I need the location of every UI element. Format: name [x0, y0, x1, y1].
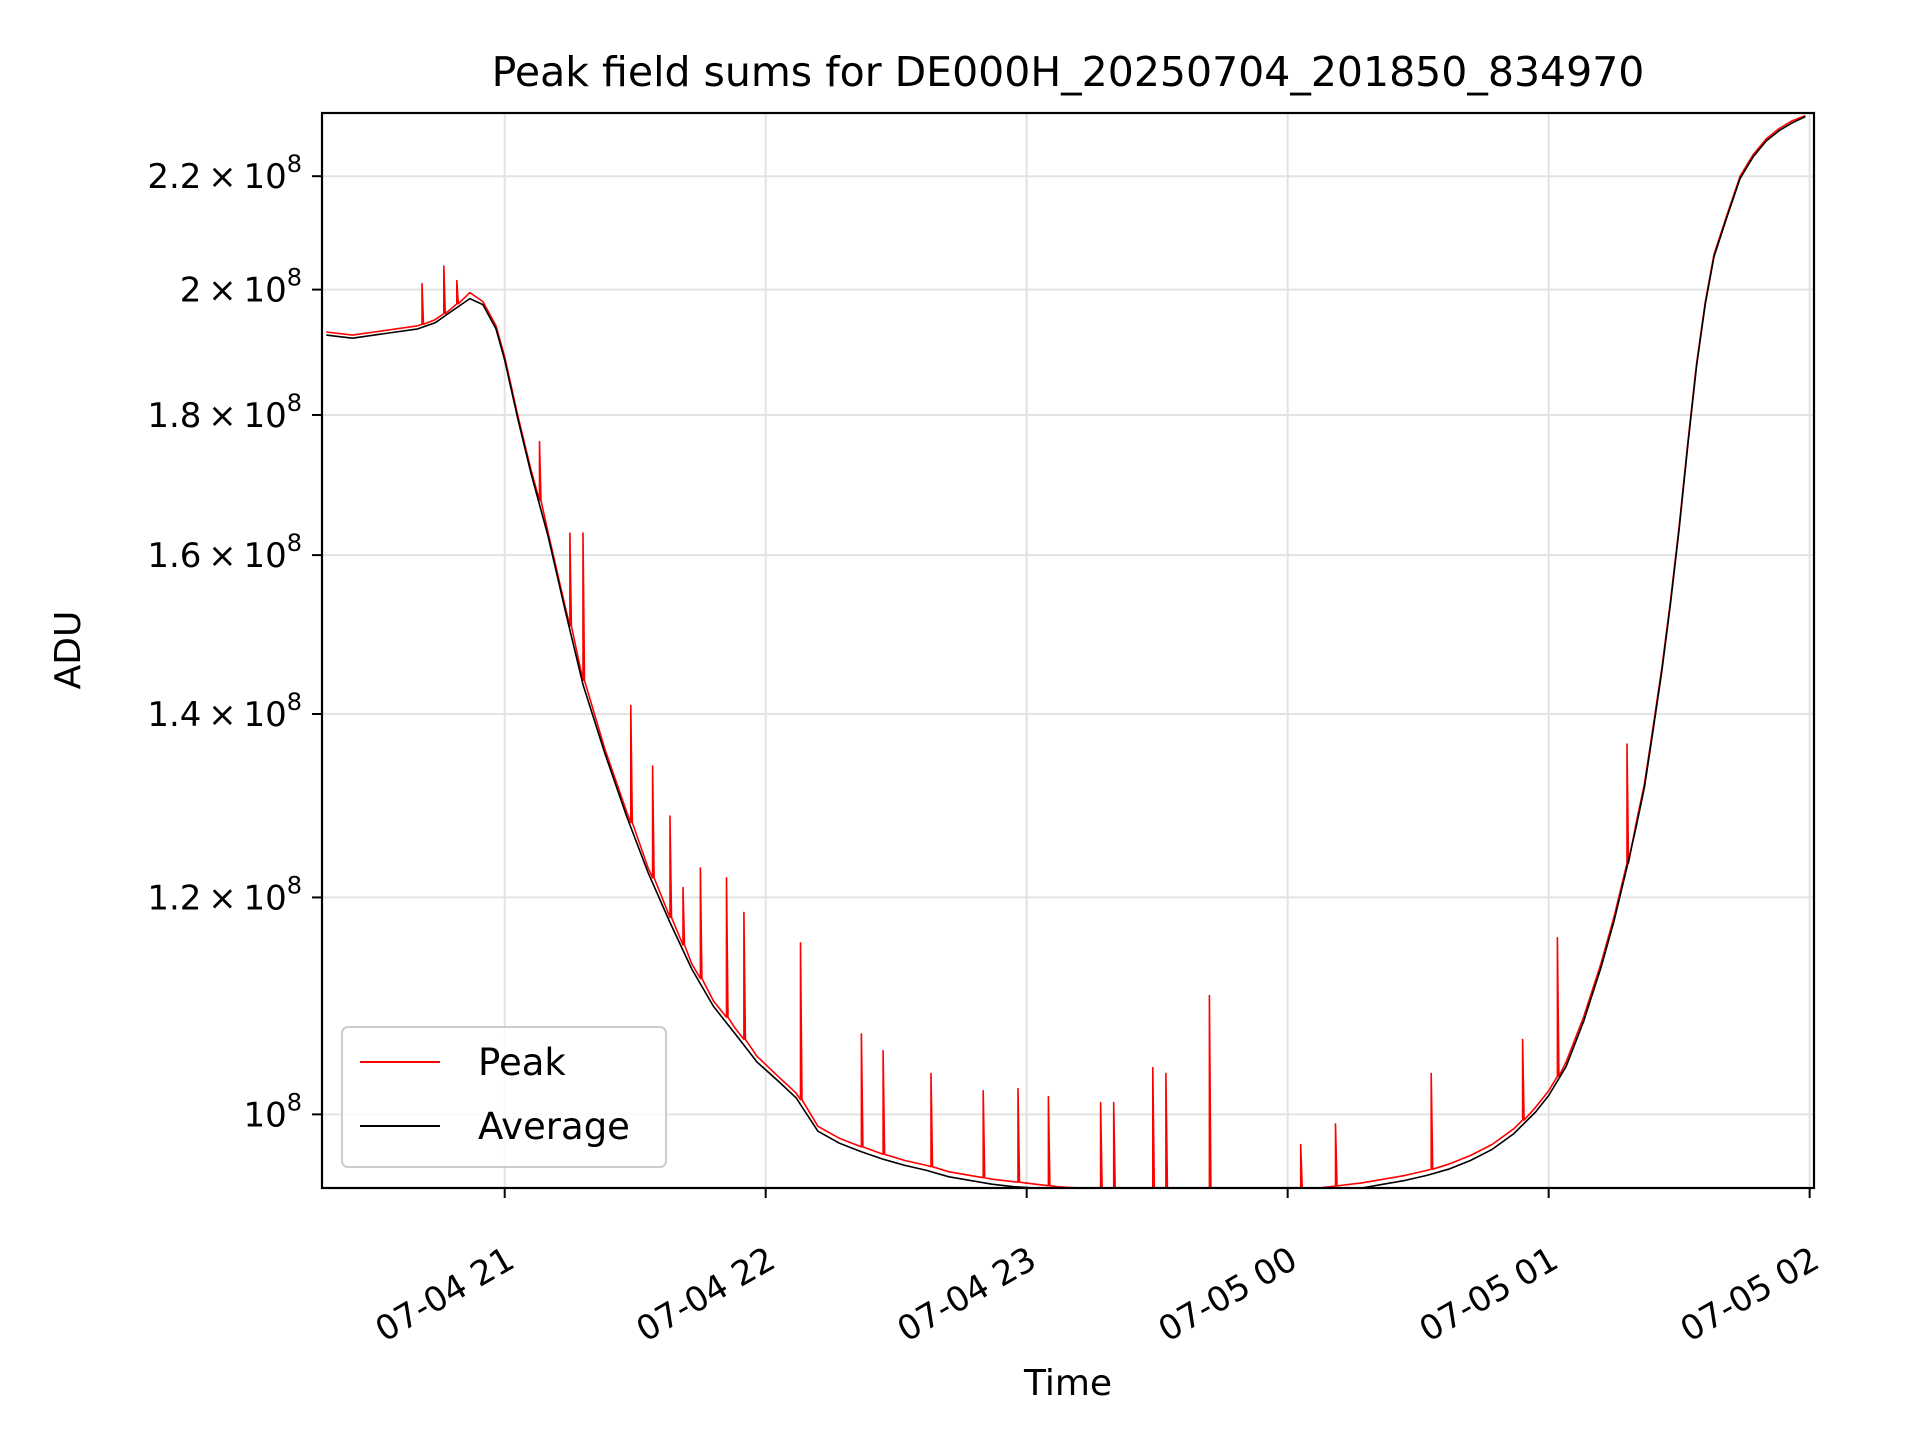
- y-tick-label: 1.4 × 108: [147, 688, 302, 735]
- y-tick-label: 1.6 × 108: [147, 529, 302, 576]
- grid: [322, 113, 1814, 1188]
- plot-frame: [320, 111, 1816, 1190]
- x-axis-label: Time: [1023, 1363, 1112, 1404]
- y-tick-label: 1.2 × 108: [147, 871, 302, 918]
- chart-title: Peak field sums for DE000H_20250704_2018…: [492, 48, 1645, 96]
- legend: Peak Average: [341, 1026, 667, 1168]
- series-line-peak: [326, 114, 1806, 1189]
- y-tick-label: 108: [243, 1088, 302, 1135]
- y-tick-label: 2.2 × 108: [147, 150, 302, 197]
- y-tick-label: 2 × 108: [180, 264, 302, 311]
- legend-label-average: Average: [478, 1105, 630, 1148]
- y-tick-label: 1.8 × 108: [147, 389, 302, 436]
- y-axis-label: ADU: [48, 611, 89, 690]
- y-axis: 108 1.2 × 108 1.4 × 108 1.6 × 108 1.8 × 108 2…: [147, 150, 322, 1135]
- legend-label-peak: Peak: [478, 1041, 566, 1084]
